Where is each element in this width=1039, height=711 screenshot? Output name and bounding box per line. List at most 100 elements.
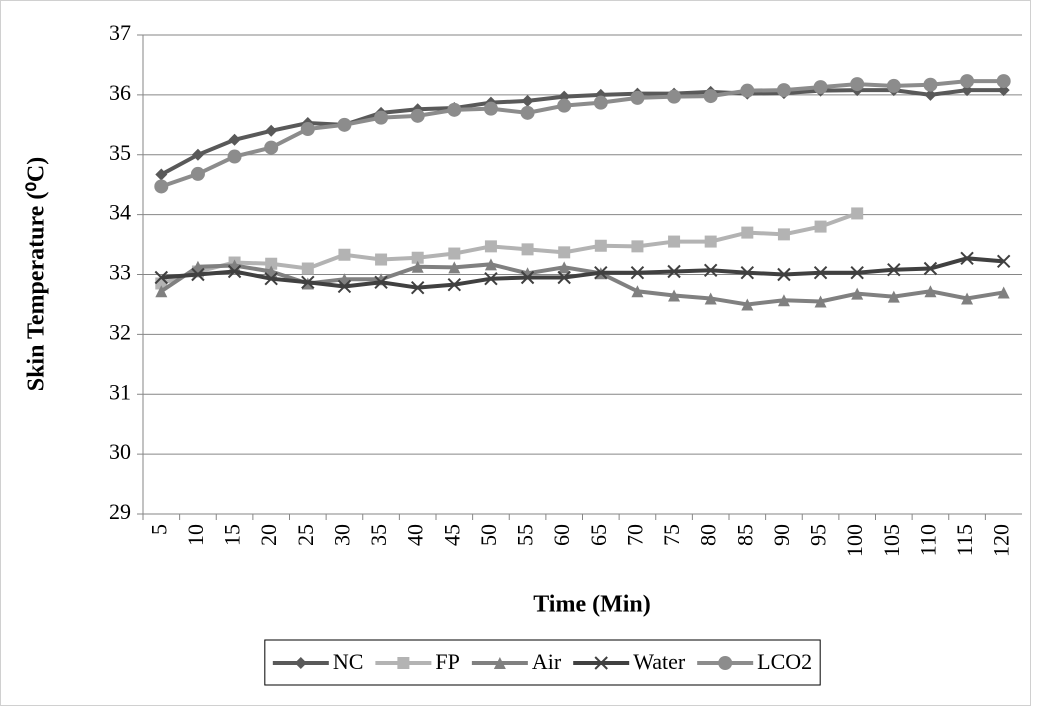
y-tick-label: 33 [109,260,131,285]
data-point [448,247,461,260]
x-tick-label: 25 [293,524,318,546]
data-point [155,285,168,298]
data-point [631,285,644,298]
data-point [704,292,717,305]
data-point [520,105,535,120]
data-point [264,271,278,286]
data-point [338,248,351,261]
data-point [520,270,535,285]
data-point [155,168,168,181]
x-tick-label: 110 [915,524,940,556]
y-tick-label: 32 [109,319,131,344]
data-point [741,298,754,311]
x-tick-label: 90 [769,524,794,546]
x-tick-label: 65 [586,524,611,546]
data-point [594,265,608,280]
data-point [300,122,315,137]
x-tick-label: 10 [183,524,208,546]
data-point [411,260,424,273]
data-point [777,294,790,307]
y-tick-label: 36 [109,80,131,105]
series-line [160,88,1004,177]
data-point [228,133,241,146]
data-point [887,290,900,303]
data-point [154,270,169,285]
legend-label: NC [333,649,364,674]
legend-marker [294,657,307,669]
data-point [483,101,498,116]
data-point [594,239,607,252]
data-point [558,261,571,274]
data-point [265,124,278,137]
series-line [160,211,858,286]
data-point [777,267,791,282]
data-point [996,254,1011,269]
x-tick-label: 45 [439,524,464,546]
x-axis-title: Time (Min) [533,592,651,618]
x-tick-label: 95 [806,524,831,546]
legend-item: FP [375,649,460,674]
data-point [264,140,279,155]
data-point [923,77,938,92]
data-point [301,262,314,275]
legend-item: Water [573,649,686,674]
data-point [777,228,790,241]
data-point [703,89,718,104]
data-point [374,275,388,289]
legend: NC FP Air Water LCO2 [264,639,821,686]
data-point [301,275,315,289]
data-point [997,286,1010,299]
data-point [704,235,717,248]
data-point [703,263,718,278]
data-point [447,277,462,292]
data-point [960,74,975,89]
x-tick-label: 100 [842,524,867,557]
x-tick-label: 40 [403,524,428,546]
data-point [448,261,461,274]
data-point [851,207,864,220]
data-point [484,271,498,286]
x-tick-label: 30 [329,524,354,546]
x-tick-label: 35 [366,524,391,546]
data-point [630,265,645,280]
y-tick-label: 31 [109,379,131,404]
data-point [740,265,755,280]
series-line [161,256,1004,290]
data-point [851,287,864,300]
data-point [960,251,974,266]
data-point [337,279,352,294]
data-point [850,77,865,92]
data-point [631,240,644,253]
data-point [410,108,425,123]
data-point [557,270,571,285]
data-point [740,83,755,98]
data-point [375,253,388,266]
legend-label: LCO2 [757,649,812,674]
data-point [374,110,389,125]
data-point [227,264,242,279]
data-point [484,258,497,271]
y-axis-title: Skin Temperature (⁰C) [24,157,50,392]
data-point [924,88,937,101]
data-point [668,235,681,248]
x-tick-label: 5 [146,524,171,535]
data-point [741,226,754,239]
data-point [996,74,1011,89]
x-tick-label: 75 [659,524,684,546]
x-tick-label: 115 [952,524,977,556]
x-tick-label: 85 [732,524,757,546]
data-point [813,265,828,280]
data-point [521,94,534,107]
legend-marker [594,656,608,670]
data-point [813,80,828,95]
x-tick-label: 70 [622,524,647,546]
data-point [191,260,204,273]
data-point [265,257,278,270]
data-point [411,251,424,264]
legend-item: Air [471,649,562,674]
data-point [668,289,681,302]
data-point [557,98,572,113]
y-tick-label: 37 [109,20,131,45]
y-tick-label: 34 [109,200,131,225]
